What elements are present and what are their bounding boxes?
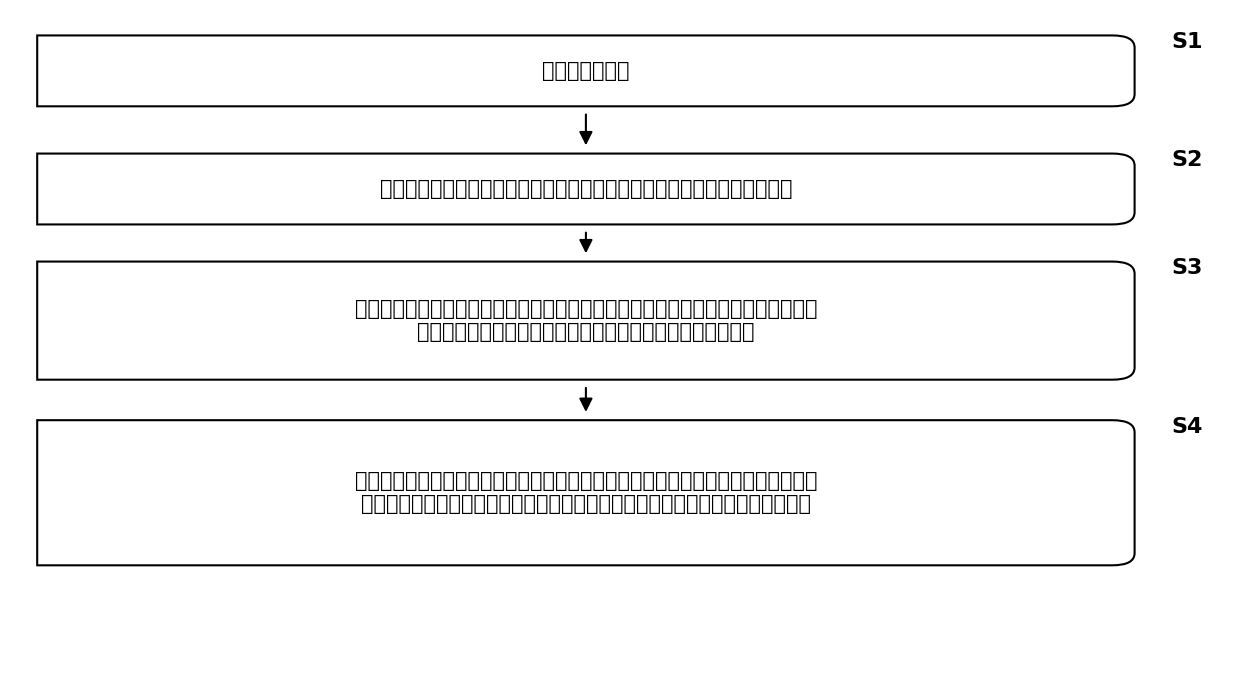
PathPatch shape bbox=[37, 420, 1135, 565]
Text: 对每个天线调整待选方案的基站方位角进行排序，针对每个天线调整待选方案，将排
序后的基站方位角与预获取的工参方位角比对，根据比对结果，确定天线调整方案: 对每个天线调整待选方案的基站方位角进行排序，针对每个天线调整待选方案，将排 序后… bbox=[355, 471, 817, 514]
Text: S4: S4 bbox=[1172, 416, 1203, 437]
PathPatch shape bbox=[37, 261, 1135, 379]
PathPatch shape bbox=[37, 154, 1135, 224]
Text: 对基站方位角进行组合，在目标基站的基站簇内，计算目标基站的基站方位角在每种
组合下的共覆盖系数，根据计算结果，确定天线调整待选方案: 对基站方位角进行组合，在目标基站的基站簇内，计算目标基站的基站方位角在每种 组合… bbox=[355, 299, 817, 342]
Text: 汇聚基站级数据: 汇聚基站级数据 bbox=[542, 61, 630, 81]
Text: S1: S1 bbox=[1172, 32, 1203, 52]
PathPatch shape bbox=[37, 36, 1135, 107]
Text: 对基站级数据所对应的区域进行筛选，根据筛选出的区域，确定基站方位角: 对基站级数据所对应的区域进行筛选，根据筛选出的区域，确定基站方位角 bbox=[379, 179, 792, 199]
Text: S2: S2 bbox=[1172, 151, 1203, 170]
Text: S3: S3 bbox=[1172, 258, 1203, 278]
